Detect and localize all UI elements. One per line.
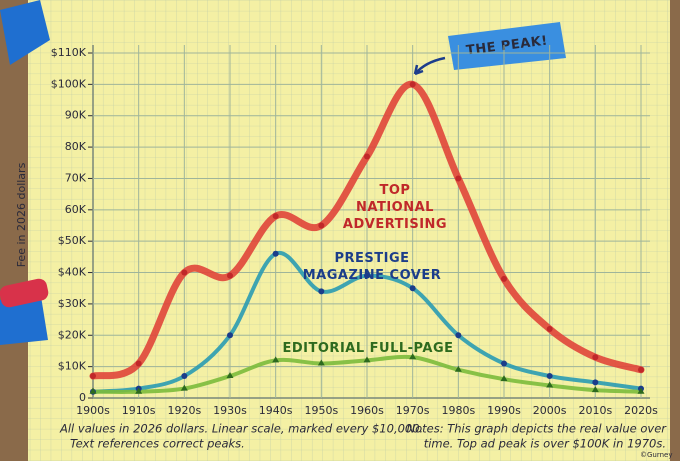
note: Notes: This graph depicts the real value… xyxy=(406,422,667,436)
point xyxy=(272,356,280,363)
point xyxy=(181,373,188,380)
y-axis-label: Fee in 2026 dollars xyxy=(15,162,28,267)
y-tick-label: $10K xyxy=(58,360,87,373)
point xyxy=(227,332,233,339)
peak-arrow xyxy=(413,56,446,76)
point xyxy=(500,375,508,382)
x-tick-label: 2010s xyxy=(578,404,612,417)
point xyxy=(591,386,599,393)
point xyxy=(180,384,188,391)
point xyxy=(455,332,462,339)
x-tick-label: 2020s xyxy=(624,404,658,417)
y-tick-label: 0 xyxy=(79,391,86,404)
point xyxy=(501,275,507,282)
y-tick-label: $100K xyxy=(51,77,87,90)
y-tick-label: 60K xyxy=(65,203,87,216)
y-tick-label: $40K xyxy=(58,266,87,279)
x-tick-label: 1970s xyxy=(396,404,430,417)
point xyxy=(90,373,96,380)
point xyxy=(135,387,143,394)
point xyxy=(318,288,325,295)
x-tick-label: 1900s xyxy=(76,404,110,417)
footnote: Text references correct peaks. xyxy=(70,437,245,451)
point xyxy=(455,175,462,182)
point xyxy=(409,81,416,88)
marker xyxy=(0,278,49,308)
x-tick-label: 2000s xyxy=(533,404,567,417)
series-label: PRESTIGE MAGAZINE COVER xyxy=(303,251,441,283)
point xyxy=(272,250,279,257)
point xyxy=(546,326,553,332)
series-label: EDITORIAL FULL-PAGE xyxy=(283,341,454,356)
footnote: All values in 2026 dollars. Linear scale… xyxy=(59,422,423,436)
point xyxy=(135,360,142,367)
point xyxy=(592,354,599,361)
point xyxy=(409,353,417,360)
point xyxy=(501,360,507,367)
point xyxy=(227,272,233,279)
point xyxy=(181,269,188,276)
y-tick-label: $30K xyxy=(58,297,87,310)
point xyxy=(226,372,234,379)
point xyxy=(89,387,97,394)
y-tick-label: 70K xyxy=(65,171,87,184)
x-tick-label: 1990s xyxy=(487,404,521,417)
note: time. Top ad peak is over $100K in 1970s… xyxy=(424,437,666,451)
point xyxy=(317,359,325,366)
paper-grid xyxy=(28,0,670,461)
x-tick-label: 1910s xyxy=(122,404,156,417)
point xyxy=(363,356,371,363)
point xyxy=(592,379,599,386)
y-tick-label: 80K xyxy=(65,140,87,153)
series-label: TOP NATIONAL ADVERTISING xyxy=(343,183,447,232)
point xyxy=(454,365,462,372)
x-tick-label: 1940s xyxy=(259,404,293,417)
point xyxy=(409,285,416,292)
point xyxy=(364,153,370,160)
x-tick-label: 1980s xyxy=(441,404,475,417)
y-tick-label: 90K xyxy=(65,109,87,122)
point xyxy=(364,272,370,279)
x-tick-label: 1950s xyxy=(304,404,338,417)
y-tick-label: $20K xyxy=(58,328,87,341)
point xyxy=(546,373,553,380)
tape xyxy=(0,0,50,65)
x-tick-label: 1920s xyxy=(167,404,201,417)
x-tick-label: 1930s xyxy=(213,404,247,417)
x-tick-label: 1960s xyxy=(350,404,384,417)
y-tick-label: $50K xyxy=(58,234,87,247)
point xyxy=(272,213,279,220)
point xyxy=(546,381,554,388)
y-tick-label: $110K xyxy=(51,46,87,59)
point xyxy=(318,222,325,229)
point xyxy=(638,366,644,373)
peak-tape xyxy=(448,22,566,70)
credit: ©Gurney xyxy=(640,451,673,459)
point xyxy=(637,387,645,394)
